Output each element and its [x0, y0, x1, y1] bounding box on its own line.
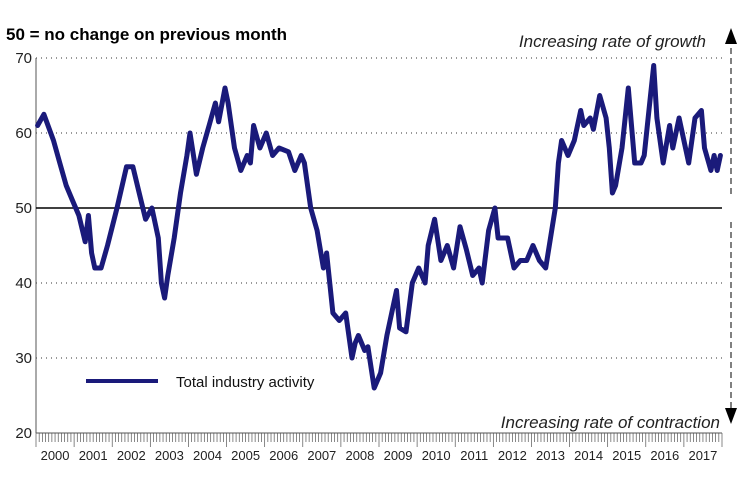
growth-arrow-head: [725, 28, 737, 44]
x-tick-label: 2016: [650, 448, 679, 463]
x-tick-label: 2015: [612, 448, 641, 463]
x-tick-label: 2017: [688, 448, 717, 463]
y-tick-label: 30: [15, 350, 32, 367]
chart-title: 50 = no change on previous month: [6, 25, 287, 44]
x-tick-label: 2014: [574, 448, 603, 463]
y-tick-label: 40: [15, 275, 32, 292]
x-tick-label: 2005: [231, 448, 260, 463]
y-tick-label: 50: [15, 200, 32, 217]
y-tick-label: 70: [15, 50, 32, 67]
x-tick-label: 2009: [384, 448, 413, 463]
legend-label: Total industry activity: [176, 374, 315, 391]
legend: Total industry activity: [86, 374, 315, 391]
x-tick-label: 2002: [117, 448, 146, 463]
x-tick-label: 2000: [41, 448, 70, 463]
contraction-annotation: Increasing rate of contraction: [501, 413, 720, 432]
x-tick-label: 2003: [155, 448, 184, 463]
x-tick-label: 2004: [193, 448, 222, 463]
x-tick-label: 2006: [269, 448, 298, 463]
x-tick-label: 2007: [307, 448, 336, 463]
x-tick-label: 2013: [536, 448, 565, 463]
growth-annotation: Increasing rate of growth: [519, 32, 706, 51]
x-tick-label: 2012: [498, 448, 527, 463]
x-tick-label: 2011: [460, 448, 488, 463]
x-tick-label: 2010: [422, 448, 451, 463]
contraction-arrow-head: [725, 408, 737, 424]
axes: 20 30 40 50 60 70 2000 2001 2002 2003 2004 2005 2006…: [15, 50, 723, 463]
y-tick-label: 20: [15, 425, 32, 442]
x-tick-label: 2008: [345, 448, 374, 463]
direction-arrows: [725, 28, 737, 424]
x-tick-label: 2001: [79, 448, 108, 463]
series-layer: [35, 63, 723, 391]
series-line-0: [35, 63, 723, 391]
y-tick-label: 60: [15, 125, 32, 142]
